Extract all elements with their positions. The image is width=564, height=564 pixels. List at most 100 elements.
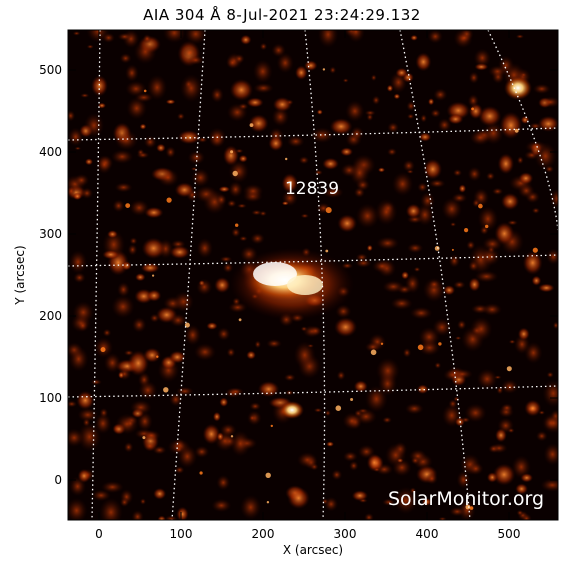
bright-point <box>335 405 342 412</box>
texture-blob <box>173 291 194 313</box>
texture-blob <box>466 240 476 250</box>
bright-point <box>471 107 474 111</box>
texture-blob <box>321 498 329 505</box>
texture-blob <box>407 113 415 120</box>
bright-point <box>152 274 155 277</box>
texture-blob <box>123 349 134 356</box>
texture-blob <box>76 390 95 410</box>
texture-blob <box>387 147 397 156</box>
texture-blob <box>139 498 147 505</box>
texture-blob <box>377 167 386 173</box>
texture-blob <box>478 105 502 127</box>
plot-frame <box>67 29 559 521</box>
texture-blob <box>84 158 94 166</box>
texture-blob <box>164 515 178 520</box>
texture-blob <box>226 56 239 70</box>
texture-blob <box>468 277 481 292</box>
texture-blob <box>430 108 441 118</box>
texture-blob <box>309 326 322 336</box>
texture-blob <box>77 319 89 332</box>
texture-blob <box>230 430 251 457</box>
texture-blob <box>515 483 529 495</box>
texture-blob <box>117 281 130 298</box>
texture-blob <box>68 127 84 147</box>
y-tick-label: 400 <box>39 145 62 159</box>
texture-blob <box>355 203 380 229</box>
texture-blob <box>136 151 150 159</box>
texture-blob <box>68 110 76 122</box>
texture-blob <box>259 210 267 217</box>
texture-blob <box>169 313 188 328</box>
texture-blob <box>457 319 467 330</box>
texture-blob <box>254 340 262 349</box>
texture-blob <box>507 427 515 434</box>
texture-blob <box>97 102 106 109</box>
texture-blob <box>495 428 507 443</box>
texture-blob <box>298 156 310 165</box>
texture-blob <box>522 250 543 275</box>
texture-blob <box>300 213 310 219</box>
texture-blob <box>407 243 424 254</box>
x-tick-label: 0 <box>95 527 103 541</box>
texture-blob <box>72 192 82 201</box>
texture-blob <box>366 244 373 252</box>
texture-blob <box>68 428 84 447</box>
texture-blob <box>518 172 534 185</box>
texture-blob <box>237 102 249 111</box>
texture-blob <box>102 32 115 43</box>
texture-blob <box>540 96 558 108</box>
bright-point <box>232 170 238 177</box>
bright-point <box>434 246 440 251</box>
image-title: AIA 304 Å 8-Jul-2021 23:24:29.132 <box>143 6 421 24</box>
texture-blob <box>110 149 134 164</box>
texture-blob <box>196 278 213 296</box>
texture-blob <box>177 130 201 145</box>
y-tick-label: 100 <box>39 391 62 405</box>
texture-blob <box>347 30 365 43</box>
axis-ticks <box>68 30 558 520</box>
texture-blob <box>537 115 558 132</box>
texture-blob <box>448 254 461 268</box>
texture-blob <box>68 250 88 275</box>
texture-blob <box>482 303 503 316</box>
texture-blob <box>387 122 399 133</box>
texture-blob <box>72 301 95 324</box>
texture-blob <box>229 78 254 101</box>
texture-blob <box>174 445 183 454</box>
texture-blob <box>143 347 162 363</box>
bright-point <box>417 344 424 351</box>
texture-blob <box>375 357 400 385</box>
bright-point <box>380 342 384 345</box>
texture-blob <box>214 277 231 294</box>
texture-blob <box>73 272 86 284</box>
texture-blob <box>535 430 548 442</box>
texture-blob <box>476 368 498 390</box>
bright-point <box>266 501 270 504</box>
texture-blob <box>447 113 464 125</box>
texture-blob <box>281 173 299 194</box>
bright-point <box>265 472 271 478</box>
texture-blob <box>240 34 252 45</box>
texture-blob <box>517 183 535 199</box>
texture-blob <box>402 159 415 172</box>
texture-blob <box>406 101 416 112</box>
bright-point <box>322 68 326 71</box>
texture-blob <box>405 203 422 219</box>
texture-blob <box>211 498 232 513</box>
texture-blob <box>121 261 132 271</box>
texture-blob <box>77 407 99 422</box>
texture-blob <box>443 285 456 296</box>
texture-blob <box>404 402 424 415</box>
texture-blob <box>532 83 551 95</box>
texture-blob <box>238 154 248 163</box>
texture-blob <box>162 30 186 44</box>
texture-blob <box>239 235 248 242</box>
texture-blob <box>83 112 105 138</box>
texture-blob <box>423 158 443 180</box>
texture-blob <box>538 283 555 293</box>
texture-blob <box>488 444 500 454</box>
texture-blob <box>486 172 495 181</box>
texture-blob <box>147 74 168 101</box>
texture-blob <box>257 381 280 398</box>
texture-blob <box>90 379 102 386</box>
